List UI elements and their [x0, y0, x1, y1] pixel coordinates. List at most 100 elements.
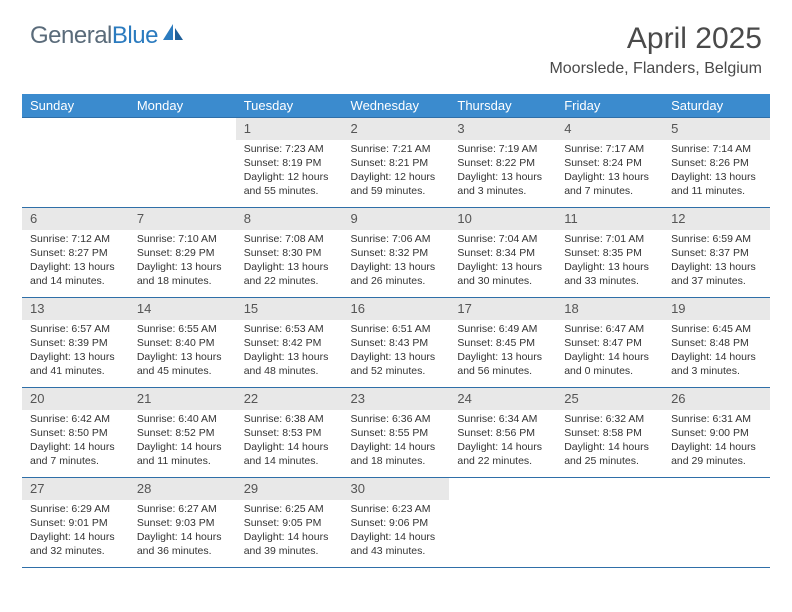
day-number: 14 — [129, 298, 236, 320]
location-text: Moorslede, Flanders, Belgium — [549, 60, 762, 78]
calendar-cell: 17Sunrise: 6:49 AMSunset: 8:45 PMDayligh… — [449, 298, 556, 388]
daylight-line: Daylight: 13 hours and 22 minutes. — [244, 260, 337, 288]
daylight-line: Daylight: 12 hours and 55 minutes. — [244, 170, 337, 198]
sunrise-line: Sunrise: 6:55 AM — [137, 322, 230, 336]
sunset-line: Sunset: 8:40 PM — [137, 336, 230, 350]
calendar-cell: 27Sunrise: 6:29 AMSunset: 9:01 PMDayligh… — [22, 478, 129, 568]
sunset-line: Sunset: 8:58 PM — [564, 426, 657, 440]
daylight-line: Daylight: 13 hours and 45 minutes. — [137, 350, 230, 378]
calendar-cell — [556, 478, 663, 568]
daylight-line: Daylight: 14 hours and 36 minutes. — [137, 530, 230, 558]
sunrise-line: Sunrise: 6:49 AM — [457, 322, 550, 336]
sunset-line: Sunset: 9:05 PM — [244, 516, 337, 530]
weekday-header: Saturday — [663, 94, 770, 118]
weekday-row: SundayMondayTuesdayWednesdayThursdayFrid… — [22, 94, 770, 118]
daylight-line: Daylight: 14 hours and 43 minutes. — [351, 530, 444, 558]
calendar-cell: 19Sunrise: 6:45 AMSunset: 8:48 PMDayligh… — [663, 298, 770, 388]
sunset-line: Sunset: 8:27 PM — [30, 246, 123, 260]
sunrise-line: Sunrise: 6:36 AM — [351, 412, 444, 426]
sunset-line: Sunset: 8:47 PM — [564, 336, 657, 350]
daylight-line: Daylight: 13 hours and 33 minutes. — [564, 260, 657, 288]
sunset-line: Sunset: 8:43 PM — [351, 336, 444, 350]
sunrise-line: Sunrise: 6:40 AM — [137, 412, 230, 426]
calendar-cell: 30Sunrise: 6:23 AMSunset: 9:06 PMDayligh… — [343, 478, 450, 568]
sunrise-line: Sunrise: 7:08 AM — [244, 232, 337, 246]
daylight-line: Daylight: 14 hours and 29 minutes. — [671, 440, 764, 468]
brand-text: GeneralBlue — [30, 22, 158, 50]
sunset-line: Sunset: 9:00 PM — [671, 426, 764, 440]
sunrise-line: Sunrise: 6:31 AM — [671, 412, 764, 426]
calendar-cell: 13 Sunrise: 6:57 AMSunset: 8:39 PMDayligh… — [22, 298, 129, 388]
weekday-header: Sunday — [22, 94, 129, 118]
weekday-header: Thursday — [449, 94, 556, 118]
calendar-cell: 21 Sunrise: 6:40 AMSunset: 8:52 PMDayligh… — [129, 388, 236, 478]
calendar-cell: 9Sunrise: 7:06 AMSunset: 8:32 PMDaylight… — [343, 208, 450, 298]
day-number: 13 — [22, 298, 129, 320]
sunset-line: Sunset: 9:01 PM — [30, 516, 123, 530]
weekday-header: Friday — [556, 94, 663, 118]
calendar-cell: 16Sunrise: 6:51 AMSunset: 8:43 PMDayligh… — [343, 298, 450, 388]
calendar-row: 1Sunrise: 7:23 AMSunset: 8:19 PMDaylight… — [22, 118, 770, 208]
sunrise-line: Sunrise: 7:01 AM — [564, 232, 657, 246]
daylight-line: Daylight: 13 hours and 52 minutes. — [351, 350, 444, 378]
calendar-cell: 24Sunrise: 6:34 AMSunset: 8:56 PMDayligh… — [449, 388, 556, 478]
day-number: 2 — [343, 118, 450, 140]
calendar-cell — [449, 478, 556, 568]
day-number: 8 — [236, 208, 343, 230]
calendar-cell: 5Sunrise: 7:14 AMSunset: 8:26 PMDaylight… — [663, 118, 770, 208]
daylight-line: Daylight: 14 hours and 7 minutes. — [30, 440, 123, 468]
calendar-row: 6Sunrise: 7:12 AMSunset: 8:27 PMDaylight… — [22, 208, 770, 298]
day-number: 21 — [129, 388, 236, 410]
day-number: 26 — [663, 388, 770, 410]
sunset-line: Sunset: 8:24 PM — [564, 156, 657, 170]
daylight-line: Daylight: 14 hours and 0 minutes. — [564, 350, 657, 378]
daylight-line: Daylight: 13 hours and 3 minutes. — [457, 170, 550, 198]
sunset-line: Sunset: 8:48 PM — [671, 336, 764, 350]
calendar-cell: 26 Sunrise: 6:31 AMSunset: 9:00 PMDayligh… — [663, 388, 770, 478]
calendar-cell — [129, 118, 236, 208]
day-number: 6 — [22, 208, 129, 230]
day-number: 23 — [343, 388, 450, 410]
sunrise-line: Sunrise: 7:04 AM — [457, 232, 550, 246]
day-number: 18 — [556, 298, 663, 320]
brand-part2: Blue — [112, 22, 158, 49]
weekday-header: Wednesday — [343, 94, 450, 118]
sunset-line: Sunset: 8:21 PM — [351, 156, 444, 170]
brand-part1: General — [30, 22, 112, 49]
calendar-table: SundayMondayTuesdayWednesdayThursdayFrid… — [22, 94, 770, 568]
daylight-line: Daylight: 13 hours and 41 minutes. — [30, 350, 123, 378]
sunset-line: Sunset: 8:52 PM — [137, 426, 230, 440]
day-number: 29 — [236, 478, 343, 500]
day-number: 7 — [129, 208, 236, 230]
day-number: 10 — [449, 208, 556, 230]
day-number: 4 — [556, 118, 663, 140]
calendar-cell: 29Sunrise: 6:25 AMSunset: 9:05 PMDayligh… — [236, 478, 343, 568]
calendar-cell: 7Sunrise: 7:10 AMSunset: 8:29 PMDaylight… — [129, 208, 236, 298]
sunset-line: Sunset: 8:26 PM — [671, 156, 764, 170]
daylight-line: Daylight: 13 hours and 48 minutes. — [244, 350, 337, 378]
daylight-line: Daylight: 13 hours and 30 minutes. — [457, 260, 550, 288]
sunrise-line: Sunrise: 6:45 AM — [671, 322, 764, 336]
sunset-line: Sunset: 8:53 PM — [244, 426, 337, 440]
daylight-line: Daylight: 14 hours and 25 minutes. — [564, 440, 657, 468]
sunrise-line: Sunrise: 7:17 AM — [564, 142, 657, 156]
daylight-line: Daylight: 14 hours and 18 minutes. — [351, 440, 444, 468]
day-number: 16 — [343, 298, 450, 320]
day-number: 12 — [663, 208, 770, 230]
sunset-line: Sunset: 8:22 PM — [457, 156, 550, 170]
sunset-line: Sunset: 8:39 PM — [30, 336, 123, 350]
calendar-cell: 1Sunrise: 7:23 AMSunset: 8:19 PMDaylight… — [236, 118, 343, 208]
day-number: 20 — [22, 388, 129, 410]
sunrise-line: Sunrise: 6:27 AM — [137, 502, 230, 516]
sunset-line: Sunset: 8:56 PM — [457, 426, 550, 440]
sunrise-line: Sunrise: 6:57 AM — [30, 322, 123, 336]
sunrise-line: Sunrise: 7:14 AM — [671, 142, 764, 156]
daylight-line: Daylight: 13 hours and 37 minutes. — [671, 260, 764, 288]
month-title: April 2025 — [549, 22, 762, 56]
day-number: 27 — [22, 478, 129, 500]
day-number: 17 — [449, 298, 556, 320]
weekday-header: Monday — [129, 94, 236, 118]
daylight-line: Daylight: 14 hours and 11 minutes. — [137, 440, 230, 468]
day-number: 28 — [129, 478, 236, 500]
daylight-line: Daylight: 13 hours and 7 minutes. — [564, 170, 657, 198]
